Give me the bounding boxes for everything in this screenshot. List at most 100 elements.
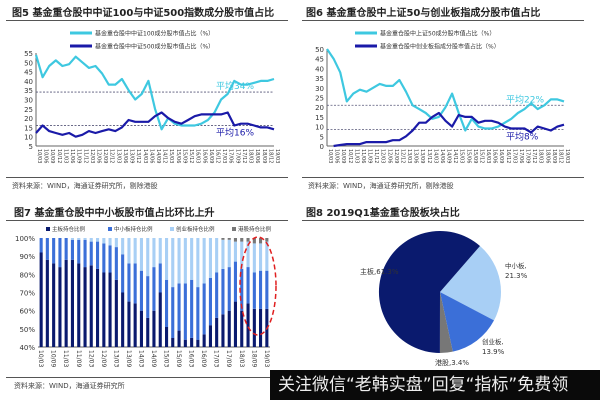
bar-segment-2	[190, 238, 194, 280]
bar-segment-0	[190, 337, 194, 347]
x-tick-label: 13/03	[406, 149, 412, 163]
x-tick-label: 16/03	[485, 149, 491, 163]
x-tick-label: 15/03	[459, 149, 465, 163]
x-tick-label: 18/09	[250, 350, 257, 367]
bar-segment-0	[96, 268, 100, 347]
y-tick-label: 20	[315, 104, 324, 112]
bar-segment-0	[233, 301, 237, 347]
x-tick-label: 13/09	[419, 149, 425, 163]
x-tick-label: 17/06	[228, 149, 234, 163]
bar-segment-0	[89, 265, 93, 348]
bar-segment-0	[77, 263, 81, 347]
x-tick-label: 11/09	[367, 149, 373, 163]
x-tick-label: 16/06	[201, 149, 207, 163]
x-tick-label: 10/03	[37, 350, 44, 367]
fig6-source: 资料来源：WIND，海通证券研究所，剔除港股	[308, 182, 454, 190]
bar-segment-2	[246, 241, 250, 267]
x-tick-label: 13/06	[413, 149, 419, 163]
fig8-top-rule	[302, 220, 584, 221]
bar-segment-2	[114, 238, 118, 248]
y-tick-label: 35	[315, 75, 324, 83]
x-tick-label: 13/09	[129, 149, 135, 163]
bar-segment-3	[240, 238, 244, 242]
x-tick-label: 15/06	[465, 149, 471, 163]
bar-segment-2	[215, 238, 219, 273]
bar-segment-0	[52, 263, 56, 347]
fig5-title: 图5 基金重仓股中中证100与中证500指数成分股市值占比	[12, 8, 275, 19]
bar-segment-2	[89, 238, 93, 242]
x-tick-label: 18/09	[261, 149, 267, 163]
x-tick-label: 10/03	[36, 149, 42, 163]
bar-segment-1	[233, 261, 237, 302]
x-tick-label: 17/12	[241, 149, 247, 163]
x-tick-label: 12/06	[386, 149, 392, 163]
x-tick-label: 12/12	[109, 149, 115, 163]
bar-segment-2	[133, 238, 137, 264]
bar-segment-1	[45, 238, 49, 260]
x-tick-label: 11/06	[69, 149, 75, 163]
bar-segment-1	[152, 267, 156, 311]
x-tick-label: 11/09	[76, 149, 82, 163]
bar-segment-0	[252, 308, 256, 347]
bar-segment-1	[208, 278, 212, 326]
bar-segment-1	[252, 272, 256, 309]
legend-label: 主板持仓比例	[52, 225, 86, 233]
x-tick-label: 17/09	[525, 149, 531, 163]
bar-segment-3	[221, 238, 225, 240]
bar-segment-0	[202, 334, 206, 347]
bar-segment-0	[121, 292, 125, 347]
x-tick-label: 18/03	[538, 149, 544, 163]
bar-segment-2	[139, 238, 143, 271]
x-tick-label: 14/03	[432, 149, 438, 163]
legend-swatch	[46, 227, 50, 231]
bar-segment-1	[215, 272, 219, 318]
y-tick-label: 55	[24, 50, 33, 58]
bar-segment-0	[215, 317, 219, 347]
bar-segment-1	[133, 263, 137, 304]
y-tick-label: 10	[315, 124, 324, 132]
x-tick-label: 12/03	[87, 350, 94, 367]
x-tick-label: 11/06	[360, 149, 366, 163]
x-tick-label: 11/03	[62, 350, 69, 367]
legend-label: 基金重仓股中中证100成分股市值占比（%）	[95, 30, 214, 38]
bar-segment-2	[121, 238, 125, 255]
x-tick-label: 16/03	[195, 149, 201, 163]
x-tick-label: 19/03	[263, 350, 270, 367]
bar-segment-1	[146, 276, 150, 318]
bar-segment-2	[265, 241, 269, 271]
x-tick-label: 12/06	[96, 149, 102, 163]
bar-segment-2	[233, 241, 237, 262]
legend-label: 中小板持仓比例	[114, 225, 153, 233]
x-tick-label: 12/09	[100, 350, 107, 367]
bar-segment-1	[259, 270, 263, 309]
fig7-top-rule	[6, 220, 288, 221]
x-tick-label: 10/09	[49, 149, 55, 163]
x-tick-label: 17/03	[213, 350, 220, 367]
x-tick-label: 12/09	[393, 149, 399, 163]
x-tick-label: 14/09	[150, 350, 157, 367]
bar-segment-1	[165, 279, 169, 327]
bar-segment-2	[177, 238, 181, 284]
y-tick-label: 20	[24, 115, 33, 123]
x-tick-label: 16/09	[208, 149, 214, 163]
x-tick-label: 12/12	[399, 149, 405, 163]
y-tick-label: 10	[24, 134, 33, 142]
bar-segment-2	[259, 243, 263, 271]
pie-label: 主板,	[360, 267, 376, 276]
y-tick-label: 15	[315, 114, 324, 122]
x-tick-label: 10/09	[50, 350, 57, 367]
bar-segment-1	[240, 268, 244, 311]
x-tick-label: 18/06	[254, 149, 260, 163]
x-tick-label: 16/03	[188, 350, 195, 367]
pie-slice-1	[440, 246, 501, 321]
bar-segment-3	[227, 238, 231, 240]
bar-segment-0	[127, 301, 131, 347]
bar-segment-2	[127, 238, 131, 264]
fig6-top-rule	[302, 20, 584, 21]
pie-label: 港股,	[435, 358, 451, 367]
bar-segment-2	[165, 238, 169, 280]
bar-segment-2	[202, 238, 206, 284]
x-tick-label: 15/03	[163, 350, 170, 367]
bar-segment-1	[158, 263, 162, 293]
average-label: 平均16%	[216, 127, 254, 139]
